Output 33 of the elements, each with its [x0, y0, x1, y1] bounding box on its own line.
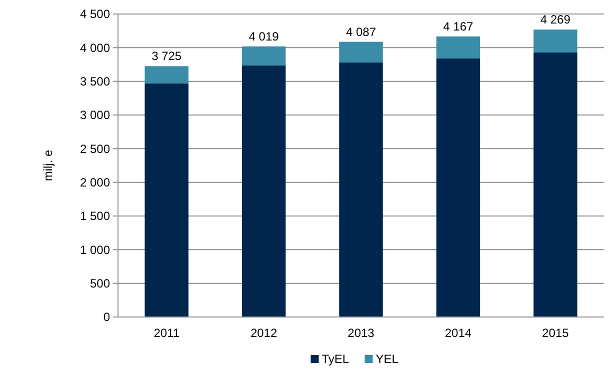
y-tick-label: 2 500 — [80, 142, 110, 156]
total-label: 4 269 — [540, 12, 571, 27]
y-tick-label: 1 000 — [80, 242, 110, 257]
x-tick-label: 2012 — [250, 326, 278, 340]
total-label: 3 725 — [152, 49, 182, 64]
y-tick-label: 1 500 — [80, 209, 110, 224]
x-tick-label: 2014 — [444, 326, 472, 340]
bar — [242, 65, 286, 317]
y-tick-label: 0 — [103, 310, 110, 324]
y-tick-label: 500 — [90, 276, 110, 291]
x-tick-label: 2011 — [154, 326, 180, 340]
x-tick-label: 2013 — [348, 326, 375, 340]
bar — [436, 36, 480, 58]
total-label: 4 019 — [248, 29, 280, 44]
y-tick-label: 3 500 — [80, 74, 110, 89]
bar — [339, 42, 383, 62]
legend-label: YEL — [376, 352, 399, 366]
bar — [339, 62, 383, 317]
bar — [436, 58, 480, 317]
bar — [144, 83, 188, 317]
bar — [534, 52, 578, 317]
y-tick-label: 4 000 — [80, 40, 110, 55]
y-tick-label: 3 000 — [80, 108, 110, 122]
total-label: 4 167 — [443, 19, 474, 34]
total-label: 4 087 — [346, 24, 376, 39]
legend-label: TyEL — [322, 352, 350, 366]
y-axis-title: milj. e — [41, 150, 55, 182]
bar — [242, 46, 286, 66]
x-tick-label: 2015 — [542, 326, 570, 340]
bar — [534, 30, 578, 52]
y-tick-label: 4 500 — [80, 7, 110, 22]
y-tick-label: 2 000 — [80, 176, 110, 190]
bar — [144, 66, 188, 84]
